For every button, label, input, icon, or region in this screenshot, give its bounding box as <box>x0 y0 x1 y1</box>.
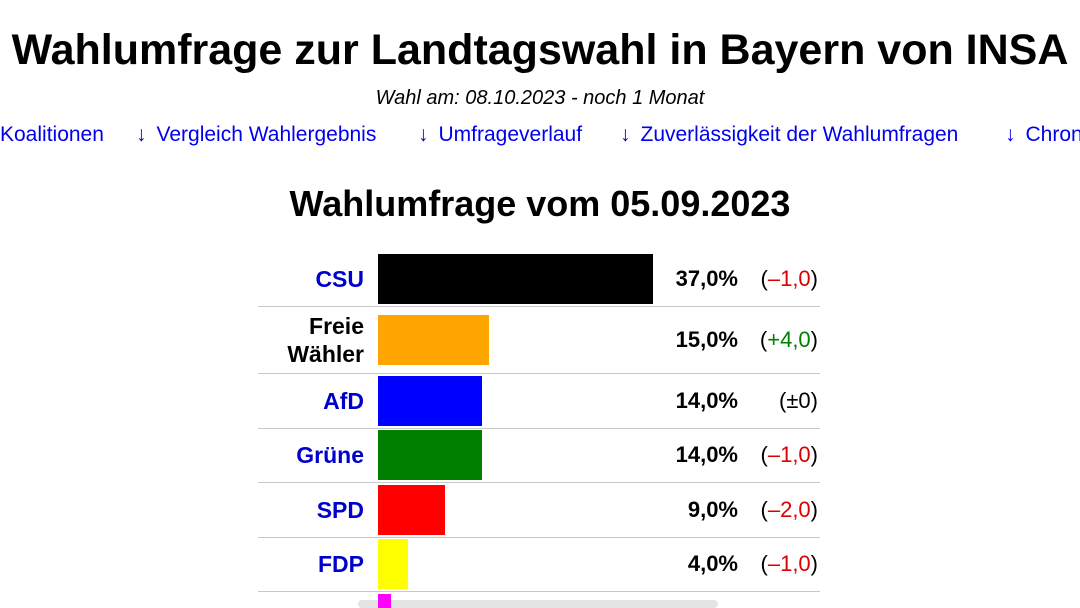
arrow-down-icon: ↓ <box>418 123 429 146</box>
nav-link-label: Umfrageverlauf <box>438 123 583 146</box>
chart-row: CSU 37,0% (–1,0) <box>258 252 820 307</box>
change-label: (–1,0) <box>760 551 818 576</box>
chart-row: FDP 4,0% (–1,0) <box>258 537 820 592</box>
change-label: (–1,0) <box>760 442 818 467</box>
horizontal-scrollbar[interactable] <box>358 600 718 608</box>
value-label: 14,0% <box>675 387 738 413</box>
page-title: Wahlumfrage zur Landtagswahl in Bayern v… <box>11 26 1069 74</box>
chart-row: AfD 14,0% (±0) <box>258 373 820 429</box>
party-label[interactable]: FDP <box>318 551 364 577</box>
election-date: Wahl am: 08.10.2023 - noch 1 Monat <box>375 87 705 109</box>
nav-link-label: Koalitionen <box>0 123 104 146</box>
party-label: Freie Wähler <box>287 312 364 367</box>
arrow-down-icon: ↓ <box>620 123 631 146</box>
nav-link-chronik[interactable]: ↓ Chron <box>1005 120 1080 150</box>
party-label[interactable]: Grüne <box>296 442 364 468</box>
nav-link-zuverlaessigkeit[interactable]: ↓ Zuverlässigkeit der Wahlumfragen <box>620 120 958 150</box>
value-label: 9,0% <box>687 496 738 522</box>
value-label: 15,0% <box>675 326 738 352</box>
party-label[interactable]: AfD <box>323 387 364 414</box>
change-label: (+4,0) <box>759 326 818 352</box>
section-nav: Koalitionen ↓ Vergleich Wahlergebnis ↓ Umf… <box>0 120 1080 150</box>
bar <box>378 539 408 589</box>
value-label: 14,0% <box>675 442 738 467</box>
nav-link-koalitionen[interactable]: Koalitionen <box>0 120 104 150</box>
change-label: (–2,0) <box>760 496 818 522</box>
chart-row: Grüne 14,0% (–1,0) <box>258 428 820 483</box>
nav-link-label: Vergleich Wahlergebnis <box>156 123 377 146</box>
bar <box>378 254 653 304</box>
chart-title: Wahlumfrage vom 05.09.2023 <box>289 183 791 224</box>
bar <box>378 375 483 426</box>
nav-link-label: Zuverlässigkeit der Wahlumfragen <box>640 123 959 146</box>
party-label[interactable]: CSU <box>315 266 364 292</box>
change-label: (±0) <box>779 387 818 413</box>
party-label[interactable]: SPD <box>316 496 364 523</box>
bar <box>378 314 490 365</box>
chart-row: Freie Wähler 15,0% (+4,0) <box>258 306 820 374</box>
nav-link-umfrageverlauf[interactable]: ↓ Umfrageverlauf <box>418 120 582 150</box>
next-party-bar-partial <box>378 594 391 608</box>
value-label: 4,0% <box>687 551 738 576</box>
arrow-down-icon: ↓ <box>136 123 147 146</box>
change-label: (–1,0) <box>760 266 818 291</box>
bar <box>378 430 483 480</box>
bar <box>378 484 445 535</box>
chart-row: SPD 9,0% (–2,0) <box>258 482 820 538</box>
value-label: 37,0% <box>675 266 738 291</box>
nav-link-label: Chron <box>1025 123 1080 146</box>
arrow-down-icon: ↓ <box>1005 123 1016 146</box>
nav-link-vergleich-wahlergebnis[interactable]: ↓ Vergleich Wahlergebnis <box>136 120 376 150</box>
